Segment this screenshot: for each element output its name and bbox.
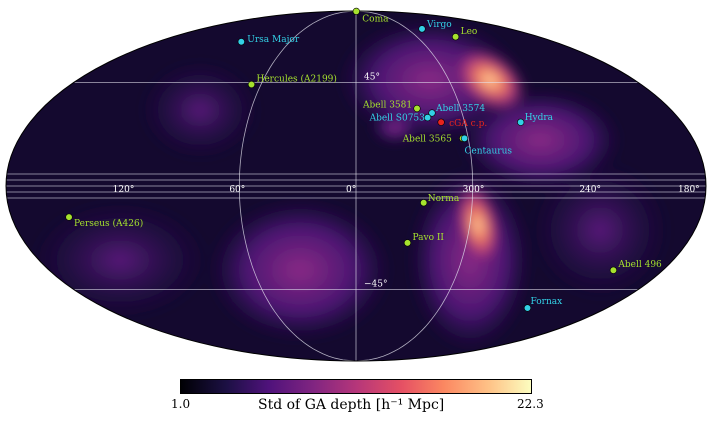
marker-dot [437,118,445,126]
marker-dot [237,38,245,46]
longitude-label: 60° [229,185,245,195]
marker-label: Abell 3565 [402,134,452,144]
marker-label: Virgo [426,20,452,30]
graticule-labels: 120° 60° 0° 300° 240° 180° 45° −45° [113,72,700,289]
marker-label: Abell 3581 [362,101,412,111]
marker-label: Centaurus [465,146,513,156]
marker-label: Perseus (A426) [74,218,143,229]
marker-dot [352,7,360,15]
longitude-label: 0° [346,185,356,195]
marker-dot [65,213,73,221]
marker-label: Leo [461,27,478,37]
marker-label: Abell S0753 [369,114,426,124]
longitude-label: 180° [678,185,700,195]
marker-label: cGA c.p. [449,119,487,129]
marker-dot [247,80,256,89]
marker-dot [418,25,426,33]
latitude-label: −45° [364,280,388,290]
marker-dot [420,199,428,207]
marker-dot [428,109,436,117]
colorbar [180,379,532,394]
colorbar-min-label: 1.0 [171,397,191,411]
marker-dot [523,304,532,312]
marker-dot [460,134,469,142]
marker-dot [413,104,421,113]
graticule [6,11,706,361]
marker-label: Coma [362,14,389,24]
marker-dot [424,113,432,122]
longitude-label: 300° [463,185,485,195]
marker-layer: Coma Virgo Leo Ursa Major Hercules (A2199) Ab… [65,7,662,312]
marker-label: Fornax [531,297,563,307]
marker-dot [452,33,460,41]
marker-label: Abell 496 [617,260,662,270]
marker-label: Pavo II [413,233,445,243]
marker-label: Norma [428,194,460,204]
latitude-label: 45° [364,72,380,82]
marker-label: Abell 3574 [435,104,485,114]
marker-dot [403,239,412,247]
heatmap-field [6,11,706,361]
marker-label: Hercules (A2199) [257,74,337,85]
colorbar-max-label: 22.3 [517,397,544,411]
marker-label: Ursa Major [247,35,300,45]
longitude-label: 120° [113,185,135,195]
marker-label: Hydra [525,113,554,123]
colorbar-gradient [181,380,531,393]
colorbar-title: Std of GA depth [h⁻¹ Mpc] [258,397,445,413]
longitude-label: 240° [579,185,601,195]
marker-dot [609,266,618,274]
marker-dot [517,118,525,126]
